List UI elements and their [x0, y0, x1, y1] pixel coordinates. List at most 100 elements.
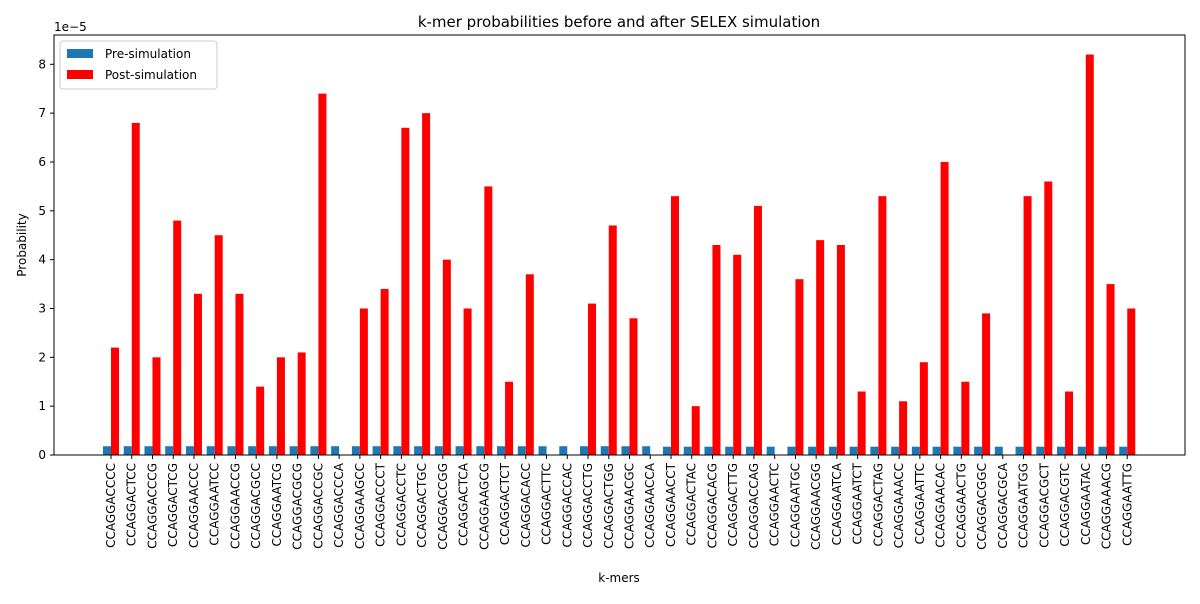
x-tick-label-CCAGGACCCA: CCAGGACCCA [332, 462, 346, 547]
bar-post-CCAGGAATCG [276, 357, 285, 455]
x-tick-label-CCAGGAATCC: CCAGGAATCC [208, 463, 222, 546]
bar-post-CCAGGACCCT [380, 288, 389, 455]
bar-post-CCAGGAATAC [1085, 54, 1094, 455]
bar-pre-CCAGGAATGC [787, 446, 796, 455]
bar-pre-CCAGGACCCA [331, 446, 340, 455]
bar-pre-CCAGGAAACG [1098, 446, 1107, 455]
x-tick-label-CCAGGAATTC: CCAGGAATTC [913, 463, 927, 544]
bar-post-CCAGGACCGC [318, 93, 327, 455]
bar-post-CCAGGACGCT [1044, 181, 1053, 455]
bar-pre-CCAGGACCTC [393, 446, 402, 455]
x-tick-label-CCAGGAAACC: CCAGGAAACC [892, 463, 906, 548]
bar-pre-CCAGGAACTG [953, 446, 962, 455]
x-tick-label-CCAGGACCTC: CCAGGACCTC [394, 463, 408, 546]
bar-post-CCAGGACGGC [982, 313, 991, 455]
bar-post-CCAGGAACCG [235, 293, 244, 455]
x-tick-label-CCAGGAACTC: CCAGGAACTC [768, 463, 782, 546]
x-tick-label-CCAGGACCGC: CCAGGACCGC [311, 463, 325, 549]
bar-pre-CCAGGACCAC [559, 446, 568, 455]
bar-post-CCAGGACCAG [753, 205, 762, 455]
x-tick-label-CCAGGACGCC: CCAGGACGCC [249, 463, 263, 549]
bar-pre-CCAGGAATAC [1077, 446, 1086, 455]
x-tick-label-CCAGGAATTG: CCAGGAATTG [1120, 463, 1134, 546]
bar-pre-CCAGGACTCC [123, 446, 132, 455]
bar-post-CCAGGAATCT [857, 391, 866, 455]
x-tick-label-CCAGGACCTG: CCAGGACCTG [581, 463, 595, 548]
bar-post-CCAGGACCCG [152, 357, 161, 455]
x-tick-label-CCAGGAACCA: CCAGGAACCA [643, 462, 657, 548]
y-axis-scale-label: 1e−5 [54, 20, 87, 34]
x-tick-label-CCAGGAAGCC: CCAGGAAGCC [353, 463, 367, 549]
bar-pre-CCAGGAATGG [1015, 446, 1024, 455]
x-tick-label-CCAGGACTCG: CCAGGACTCG [166, 463, 180, 547]
bar-pre-CCAGGAAGCG [476, 446, 485, 455]
x-tick-label-CCAGGAACGC: CCAGGAACGC [623, 463, 637, 549]
bar-post-CCAGGACACC [525, 274, 534, 455]
bar-pre-CCAGGACACC [517, 446, 526, 455]
bar-post-CCAGGACACG [712, 245, 721, 455]
x-tick-label-CCAGGACGCG: CCAGGACGCG [291, 463, 305, 550]
x-tick-label-CCAGGACCAC: CCAGGACCAC [560, 463, 574, 548]
y-tick-label-5: 5 [38, 204, 46, 218]
bar-pre-CCAGGAACCT [662, 446, 671, 455]
x-tick-label-CCAGGACCAG: CCAGGACCAG [747, 463, 761, 548]
bar-pre-CCAGGAACGC [621, 446, 630, 455]
bar-pre-CCAGGACTCG [165, 446, 174, 455]
bars-layer [103, 54, 1136, 456]
bar-pre-CCAGGACCGC [310, 446, 319, 455]
bar-post-CCAGGAAACG [1106, 284, 1115, 455]
bar-pre-CCAGGACCCG [144, 446, 153, 455]
bar-pre-CCAGGACTGG [600, 446, 609, 455]
x-tick-label-CCAGGAACCC: CCAGGAACCC [187, 463, 201, 548]
bar-pre-CCAGGACCCT [372, 446, 381, 455]
x-tick-label-CCAGGAACCG: CCAGGAACCG [228, 463, 242, 549]
bar-post-CCAGGACTGG [608, 225, 617, 455]
bar-post-CCAGGAACGG [816, 240, 825, 455]
x-tick-label-CCAGGACCGG: CCAGGACCGG [436, 463, 450, 550]
bar-pre-CCAGGACGCA [994, 446, 1003, 455]
bar-pre-CCAGGACGTC [1057, 446, 1066, 455]
x-tick-label-CCAGGAATCG: CCAGGAATCG [270, 463, 284, 546]
legend-swatch-post-simulation [67, 70, 93, 79]
x-tick-label-CCAGGACTCA: CCAGGACTCA [457, 462, 471, 546]
x-tick-label-CCAGGAACAC: CCAGGAACAC [934, 463, 948, 548]
x-tick-label-CCAGGACTCC: CCAGGACTCC [125, 463, 139, 546]
bar-post-CCAGGAAGCC [359, 308, 368, 455]
bar-post-CCAGGACCGG [442, 259, 451, 455]
bar-pre-CCAGGACCGG [434, 446, 443, 455]
bar-pre-CCAGGACCTG [580, 446, 589, 455]
x-tick-label-CCAGGACGCT: CCAGGACGCT [1037, 462, 1051, 547]
x-tick-label-CCAGGACGCA: CCAGGACGCA [996, 462, 1010, 548]
bar-post-CCAGGACTGC [422, 113, 431, 455]
bar-pre-CCAGGACTAG [870, 446, 879, 455]
bar-post-CCAGGACGCC [256, 386, 265, 455]
bar-pre-CCAGGAAGCC [351, 446, 360, 455]
x-tick-label-CCAGGAATGC: CCAGGAATGC [788, 463, 802, 547]
x-axis: CCAGGACCCC CCAGGACTCC CCAGGACCCG CCAGGACTCG… [104, 455, 1134, 550]
x-tick-label-CCAGGAATAC: CCAGGAATAC [1079, 463, 1093, 545]
legend-label-pre-simulation: Pre-simulation [105, 47, 191, 61]
bar-post-CCAGGAATCC [214, 235, 223, 455]
bar-post-CCAGGAATCA [836, 245, 845, 455]
bar-pre-CCAGGACGCC [248, 446, 257, 455]
chart-title: k-mer probabilities before and after SEL… [418, 13, 820, 31]
bar-pre-CCAGGACTAC [683, 446, 692, 455]
bar-pre-CCAGGACTTC [538, 446, 547, 455]
bar-pre-CCAGGAACAC [932, 446, 941, 455]
x-tick-label-CCAGGACTAC: CCAGGACTAC [685, 463, 699, 546]
x-tick-label-CCAGGACTAG: CCAGGACTAG [871, 463, 885, 546]
x-tick-label-CCAGGACTGC: CCAGGACTGC [415, 463, 429, 548]
x-axis-label: k-mers [598, 571, 640, 585]
x-tick-label-CCAGGAAACG: CCAGGAAACG [1100, 463, 1114, 549]
bar-post-CCAGGAATGC [795, 279, 804, 455]
bar-post-CCAGGACTTG [733, 254, 742, 455]
x-tick-label-CCAGGAACTG: CCAGGAACTG [954, 463, 968, 548]
bar-post-CCAGGAAGCG [484, 186, 493, 455]
bar-pre-CCAGGACGGC [974, 446, 983, 455]
bar-post-CCAGGAACCC [193, 293, 202, 455]
bar-pre-CCAGGAAACC [891, 446, 900, 455]
bar-post-CCAGGACTCC [131, 122, 140, 455]
bar-pre-CCAGGAACTC [766, 446, 775, 455]
x-tick-label-CCAGGACACC: CCAGGACACC [519, 463, 533, 548]
x-tick-label-CCAGGAATCA: CCAGGAATCA [830, 462, 844, 545]
